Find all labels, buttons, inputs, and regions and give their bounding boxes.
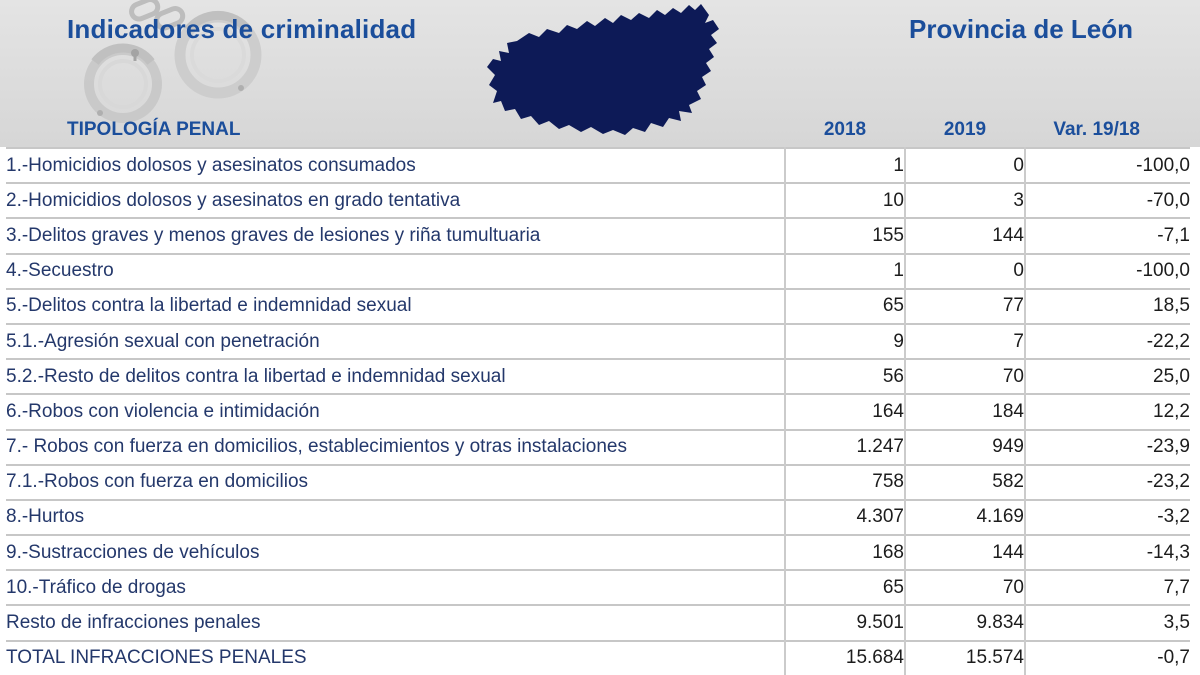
cell-2018: 56 (784, 359, 905, 395)
cell-var: -0,7 (1024, 640, 1190, 675)
cell-var: 7,7 (1024, 570, 1190, 606)
cell-var: -14,3 (1024, 535, 1190, 571)
cell-2018: 1 (784, 148, 905, 184)
cell-2019: 9.834 (904, 605, 1025, 641)
cell-var: 18,5 (1024, 288, 1190, 324)
cell-2018: 15.684 (784, 640, 905, 675)
cell-2018: 65 (784, 288, 905, 324)
row-label: 6.-Robos con violencia e intimidación (6, 400, 320, 422)
cell-2018: 155 (784, 218, 905, 254)
table-row: Resto de infracciones penales 9.501 9.83… (6, 605, 1190, 641)
handcuffs-icon (84, 0, 262, 123)
row-label: 4.-Secuestro (6, 260, 114, 282)
row-label: 5.-Delitos contra la libertad e indemnid… (6, 295, 412, 317)
row-label: Resto de infracciones penales (6, 612, 261, 634)
cell-2019: 70 (904, 570, 1025, 606)
cell-2019: 582 (904, 464, 1025, 500)
table-row: 5.1.-Agresión sexual con penetración 9 7… (6, 323, 1190, 360)
table-row: 7.- Robos con fuerza en domicilios, esta… (6, 429, 1190, 465)
row-label: 2.-Homicidios dolosos y asesinatos en gr… (6, 189, 461, 211)
cell-2018: 758 (784, 464, 905, 500)
cell-var: -100,0 (1024, 148, 1190, 184)
page-title: Indicadores de criminalidad (67, 14, 417, 44)
crime-table: 1.-Homicidios dolosos y asesinatos consu… (6, 147, 1190, 675)
cell-2019: 70 (904, 359, 1025, 395)
leon-province-map (487, 4, 719, 135)
table-row: 4.-Secuestro 1 0 -100,0 (6, 253, 1190, 289)
header-band: Indicadores de criminalidad Provincia de… (0, 0, 1200, 147)
row-label: 5.1.-Agresión sexual con penetración (6, 330, 320, 352)
cell-2018: 65 (784, 570, 905, 606)
cell-2019: 0 (904, 253, 1025, 289)
column-header-var: Var. 19/18 (1053, 119, 1140, 140)
cell-2018: 168 (784, 535, 905, 571)
row-label: 10.-Tráfico de drogas (6, 576, 186, 598)
table-row: 9.-Sustracciones de vehículos 168 144 -1… (6, 535, 1190, 571)
cell-var: -7,1 (1024, 218, 1190, 254)
table-row: 1.-Homicidios dolosos y asesinatos consu… (6, 148, 1190, 184)
row-label: 3.-Delitos graves y menos graves de lesi… (6, 224, 541, 246)
cell-2019: 4.169 (904, 499, 1025, 536)
cell-var: -3,2 (1024, 499, 1190, 536)
row-label: 7.1.-Robos con fuerza en domicilios (6, 471, 309, 493)
cell-var: -70,0 (1024, 183, 1190, 219)
row-label: 9.-Sustracciones de vehículos (6, 541, 260, 563)
cell-var: -23,2 (1024, 464, 1190, 500)
cell-2019: 3 (904, 183, 1025, 219)
cell-2019: 184 (904, 394, 1025, 430)
region-title: Provincia de León (909, 14, 1133, 44)
row-label: TOTAL INFRACCIONES PENALES (6, 647, 307, 669)
column-header-tipologia: TIPOLOGÍA PENAL (67, 119, 241, 140)
cell-2019: 0 (904, 148, 1025, 184)
cell-2019: 7 (904, 323, 1025, 360)
cell-var: 3,5 (1024, 605, 1190, 641)
cell-2019: 15.574 (904, 640, 1025, 675)
cell-var: 25,0 (1024, 359, 1190, 395)
cell-2019: 144 (904, 535, 1025, 571)
table-column-headers: TIPOLOGÍA PENAL 2018 2019 Var. 19/18 (6, 119, 1190, 141)
cell-var: -22,2 (1024, 323, 1190, 360)
cell-var: -23,9 (1024, 429, 1190, 465)
cell-2019: 949 (904, 429, 1025, 465)
table-row: 7.1.-Robos con fuerza en domicilios 758 … (6, 464, 1190, 500)
column-header-2019: 2019 (943, 119, 987, 140)
cell-2018: 4.307 (784, 499, 905, 536)
table-row: 8.-Hurtos 4.307 4.169 -3,2 (6, 499, 1190, 536)
cell-2018: 1 (784, 253, 905, 289)
table-row: 3.-Delitos graves y menos graves de lesi… (6, 218, 1190, 254)
table-row: TOTAL INFRACCIONES PENALES 15.684 15.574… (6, 640, 1190, 675)
cell-2018: 164 (784, 394, 905, 430)
cell-2019: 144 (904, 218, 1025, 254)
table-row: 10.-Tráfico de drogas 65 70 7,7 (6, 570, 1190, 606)
column-header-2018: 2018 (823, 119, 867, 140)
row-label: 5.2.-Resto de delitos contra la libertad… (6, 365, 506, 387)
table-row: 5.2.-Resto de delitos contra la libertad… (6, 359, 1190, 395)
cell-var: -100,0 (1024, 253, 1190, 289)
table-row: 5.-Delitos contra la libertad e indemnid… (6, 288, 1190, 324)
cell-2019: 77 (904, 288, 1025, 324)
row-label: 1.-Homicidios dolosos y asesinatos consu… (6, 154, 416, 176)
row-label: 8.-Hurtos (6, 506, 85, 528)
row-label: 7.- Robos con fuerza en domicilios, esta… (6, 436, 627, 458)
cell-2018: 1.247 (784, 429, 905, 465)
table-row: 2.-Homicidios dolosos y asesinatos en gr… (6, 183, 1190, 219)
cell-var: 12,2 (1024, 394, 1190, 430)
crime-table-body: 1.-Homicidios dolosos y asesinatos consu… (6, 148, 1190, 675)
cell-2018: 9.501 (784, 605, 905, 641)
table-row: 6.-Robos con violencia e intimidación 16… (6, 394, 1190, 430)
cell-2018: 10 (784, 183, 905, 219)
cell-2018: 9 (784, 323, 905, 360)
